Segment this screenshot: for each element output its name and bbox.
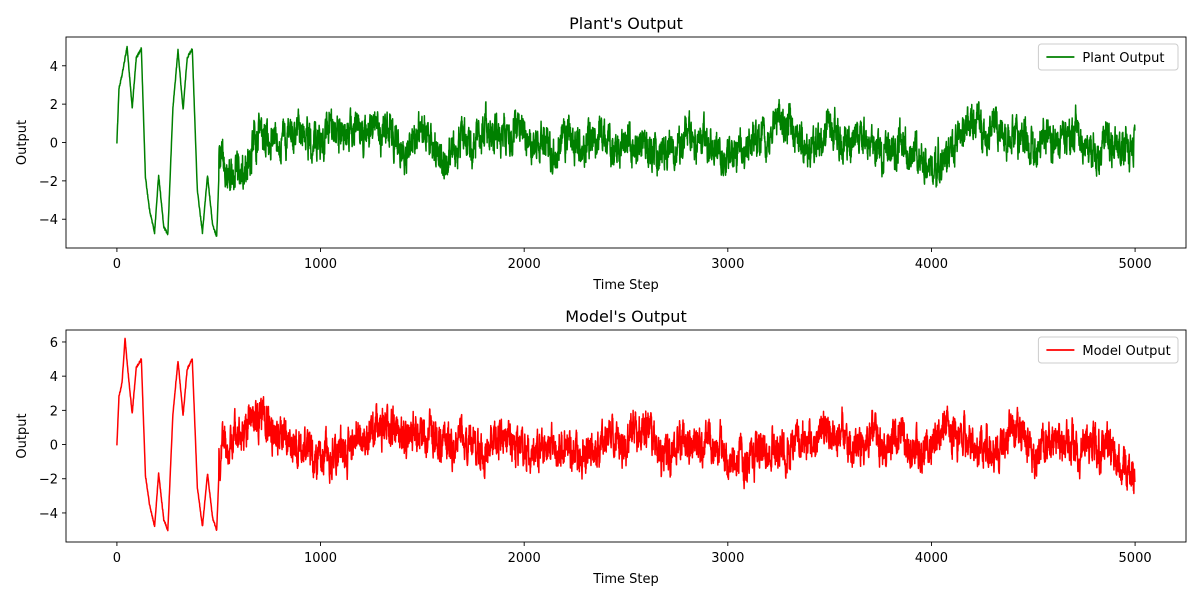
x-tick-label: 4000 — [915, 551, 948, 566]
model-x-axis-label: Time Step — [592, 572, 659, 587]
y-tick-label: −2 — [39, 473, 58, 488]
x-tick-label: 2000 — [508, 551, 541, 566]
y-tick-label: −4 — [39, 507, 58, 522]
model-y-axis-label: Output — [15, 413, 30, 458]
y-tick-label: 2 — [50, 404, 58, 419]
model-output-line — [116, 337, 1136, 532]
x-tick-label: 1000 — [304, 257, 337, 272]
plant-legend: Plant Output — [1037, 43, 1179, 71]
x-tick-label: 3000 — [711, 257, 744, 272]
y-tick-label: 6 — [50, 336, 58, 351]
x-tick-label: 1000 — [304, 551, 337, 566]
x-tick-label: 4000 — [915, 257, 948, 272]
model-output-chart: 0 1000 2000 3000 4000 5000 −4 −2 0 2 4 6 Model's Out… — [15, 307, 1187, 587]
model-chart-title: Model's Output — [565, 307, 686, 326]
y-tick-label: 4 — [50, 60, 58, 75]
y-tick-label: 0 — [50, 439, 58, 454]
y-tick-label: 2 — [50, 98, 58, 113]
legend-box — [1037, 43, 1179, 71]
plant-y-axis-label: Output — [15, 120, 30, 165]
y-tick-label: 4 — [50, 370, 58, 385]
plant-x-axis-label: Time Step — [592, 278, 659, 293]
model-plot-frame — [65, 329, 1187, 543]
legend-box — [1037, 336, 1179, 364]
x-tick-label: 3000 — [711, 551, 744, 566]
y-tick-label: −2 — [39, 175, 58, 190]
x-tick-label: 5000 — [1119, 551, 1152, 566]
legend-label: Plant Output — [1082, 51, 1164, 66]
y-tick-label: −4 — [39, 213, 58, 228]
y-tick-label: 0 — [50, 137, 58, 152]
x-tick-label: 0 — [113, 551, 121, 566]
x-tick-label: 0 — [113, 257, 121, 272]
legend-label: Model Output — [1082, 344, 1170, 359]
plant-output-chart: 0 1000 2000 3000 4000 5000 −4 −2 0 2 4 Plant's Outp… — [15, 14, 1187, 293]
plant-output-line — [116, 45, 1136, 237]
x-tick-label: 5000 — [1119, 257, 1152, 272]
model-legend: Model Output — [1037, 336, 1179, 364]
x-tick-label: 2000 — [508, 257, 541, 272]
plant-chart-title: Plant's Output — [569, 14, 683, 33]
